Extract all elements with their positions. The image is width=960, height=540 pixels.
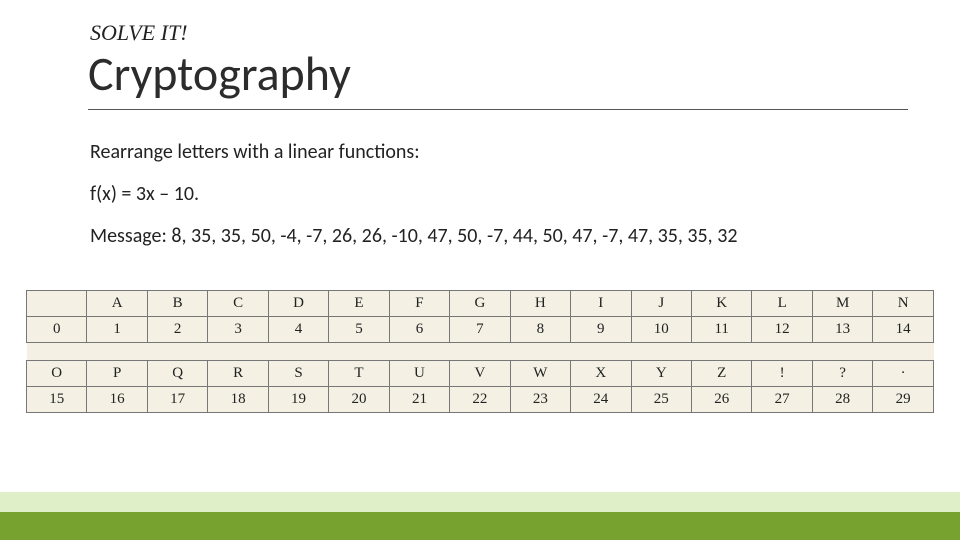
cell: N (873, 291, 934, 317)
cell: 7 (450, 317, 510, 343)
cell: 8 (510, 317, 570, 343)
cell: ! (752, 361, 812, 387)
title-text: Cryptography (88, 44, 351, 103)
cell: ? (812, 361, 872, 387)
cell: H (510, 291, 570, 317)
cell: 13 (812, 317, 872, 343)
table-spacer (27, 343, 934, 361)
cell: 21 (389, 387, 449, 413)
cell: 24 (571, 387, 631, 413)
cell: A (87, 291, 147, 317)
cell: 18 (208, 387, 268, 413)
cell: 15 (27, 387, 87, 413)
cell: 5 (329, 317, 389, 343)
footer-band-light (0, 492, 960, 512)
body-text: Rearrange letters with a linear function… (90, 140, 737, 248)
cell: · (873, 361, 934, 387)
cell: 22 (450, 387, 510, 413)
kicker: SOLVE IT! (90, 20, 188, 46)
cell: 1 (87, 317, 147, 343)
cell: J (631, 291, 691, 317)
cell: 20 (329, 387, 389, 413)
cell: L (752, 291, 812, 317)
table-row-letters-1: A B C D E F G H I J K L M N (27, 291, 934, 317)
cell (27, 291, 87, 317)
body-line-2: Message: 8, 35, 35, 50, -4, -7, 26, 26, … (90, 224, 737, 248)
cell: 4 (268, 317, 328, 343)
cell: 6 (389, 317, 449, 343)
cell: 16 (87, 387, 147, 413)
cell: V (450, 361, 510, 387)
cell: 14 (873, 317, 934, 343)
cell: 0 (27, 317, 87, 343)
cell: 19 (268, 387, 328, 413)
cipher-table-inner: A B C D E F G H I J K L M N 0 1 2 3 4 (26, 290, 934, 413)
cell: M (812, 291, 872, 317)
cell: D (268, 291, 328, 317)
cell: 17 (147, 387, 207, 413)
cell: 28 (812, 387, 872, 413)
body-line-1: f(x) = 3x – 10. (90, 182, 737, 206)
cell: U (389, 361, 449, 387)
cell: K (691, 291, 751, 317)
slide: SOLVE IT! Cryptography Rearrange letters… (0, 0, 960, 540)
cell: 9 (571, 317, 631, 343)
table-row-numbers-2: 15 16 17 18 19 20 21 22 23 24 25 26 27 2… (27, 387, 934, 413)
cell: P (87, 361, 147, 387)
cell: E (329, 291, 389, 317)
cell: 2 (147, 317, 207, 343)
cell: 26 (691, 387, 751, 413)
cipher-table: A B C D E F G H I J K L M N 0 1 2 3 4 (26, 290, 934, 413)
kicker-text: SOLVE IT! (90, 20, 188, 45)
cell: 27 (752, 387, 812, 413)
page-title: Cryptography (88, 44, 908, 110)
cell: C (208, 291, 268, 317)
table-row-numbers-1: 0 1 2 3 4 5 6 7 8 9 10 11 12 13 14 (27, 317, 934, 343)
body-line-0: Rearrange letters with a linear function… (90, 140, 737, 164)
cell: 23 (510, 387, 570, 413)
cell: Y (631, 361, 691, 387)
cell: G (450, 291, 510, 317)
cell: X (571, 361, 631, 387)
cell: Z (691, 361, 751, 387)
cell: 25 (631, 387, 691, 413)
cell: B (147, 291, 207, 317)
cell: O (27, 361, 87, 387)
cell: 29 (873, 387, 934, 413)
footer-band-dark (0, 512, 960, 540)
cell: W (510, 361, 570, 387)
cell: 11 (691, 317, 751, 343)
cell: T (329, 361, 389, 387)
cell: I (571, 291, 631, 317)
cell: R (208, 361, 268, 387)
cell: 3 (208, 317, 268, 343)
cell: S (268, 361, 328, 387)
cell: 12 (752, 317, 812, 343)
cell: F (389, 291, 449, 317)
table-row-letters-2: O P Q R S T U V W X Y Z ! ? · (27, 361, 934, 387)
cell: 10 (631, 317, 691, 343)
cell: Q (147, 361, 207, 387)
